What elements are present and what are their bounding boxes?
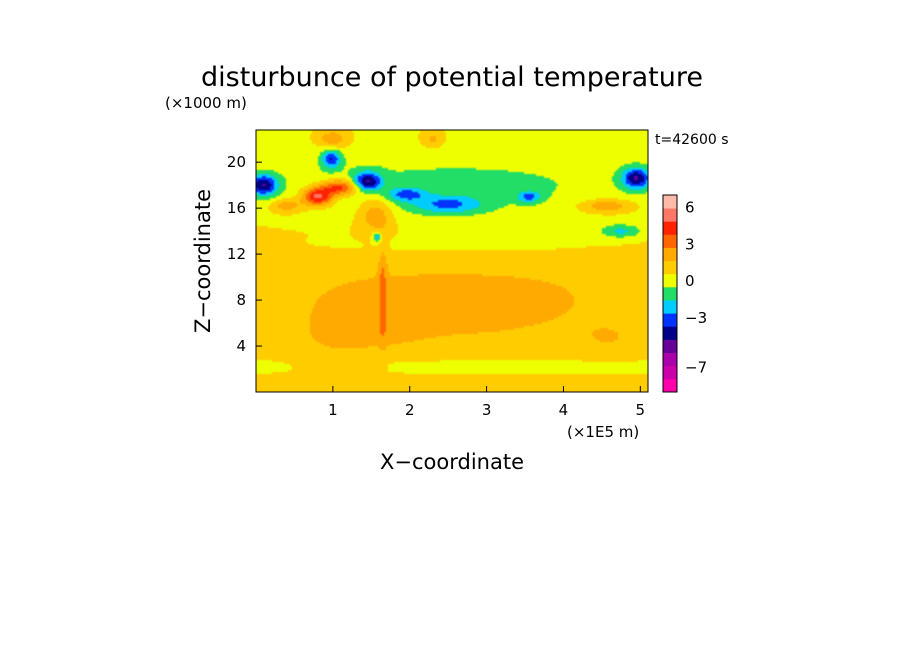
- colorbar-swatch-6: [663, 300, 677, 314]
- colorbar-tick-label-3: 3: [685, 235, 695, 253]
- x-axis: 1 2 3 4 5: [328, 386, 645, 419]
- colorbar-swatch-3: [663, 339, 677, 353]
- colorbar-swatch-14: [663, 195, 677, 209]
- x-tick-label-4: 5: [636, 401, 646, 419]
- y-axis-unit: (×1000 m): [165, 94, 247, 112]
- y-tick-label-1: 8: [236, 291, 246, 309]
- plot-frame: [255, 129, 649, 393]
- colorbar-swatch-10: [663, 247, 677, 262]
- colorbar-tick-label-2: 0: [685, 272, 695, 290]
- time-label: t=42600 s: [655, 132, 729, 148]
- colorbar-frame: [662, 194, 678, 393]
- y-axis: 4 8 12 16 20: [227, 153, 262, 355]
- x-tick-label-0: 1: [328, 401, 338, 419]
- contour-field: [256, 130, 648, 392]
- contour-fill-image: [256, 130, 648, 392]
- x-axis-unit: (×1E5 m): [567, 423, 639, 441]
- colorbar-swatch-11: [663, 234, 677, 248]
- colorbar-swatch-12: [663, 221, 677, 235]
- colorbar-tick-label-0: −7: [685, 358, 707, 376]
- colorbar-swatch-13: [663, 208, 677, 222]
- y-tick-label-2: 12: [227, 245, 246, 263]
- y-tick-label-0: 4: [236, 337, 246, 355]
- x-tick-label-2: 3: [482, 401, 492, 419]
- y-axis-label: Z−coordinate: [191, 189, 215, 333]
- y-tick-label-3: 16: [227, 199, 246, 217]
- x-tick-label-3: 4: [559, 401, 569, 419]
- colorbar-tick-label-1: −3: [685, 309, 707, 327]
- colorbar: −7 −3 0 3 6: [662, 194, 707, 393]
- colorbar-tick-label-4: 6: [685, 198, 695, 216]
- colorbar-swatch-8: [663, 273, 677, 288]
- x-tick-label-1: 2: [405, 401, 415, 419]
- colorbar-swatch-5: [663, 313, 677, 327]
- y-tick-label-4: 20: [227, 153, 246, 171]
- chart-title: disturbunce of potential temperature: [201, 62, 703, 93]
- colorbar-swatch-7: [663, 286, 677, 301]
- colorbar-swatch-9: [663, 260, 677, 275]
- colorbar-swatch-1: [663, 365, 677, 380]
- colorbar-swatch-2: [663, 352, 677, 367]
- x-axis-label: X−coordinate: [380, 450, 524, 474]
- colorbar-swatch-4: [663, 326, 677, 340]
- colorbar-swatch-0: [663, 378, 677, 393]
